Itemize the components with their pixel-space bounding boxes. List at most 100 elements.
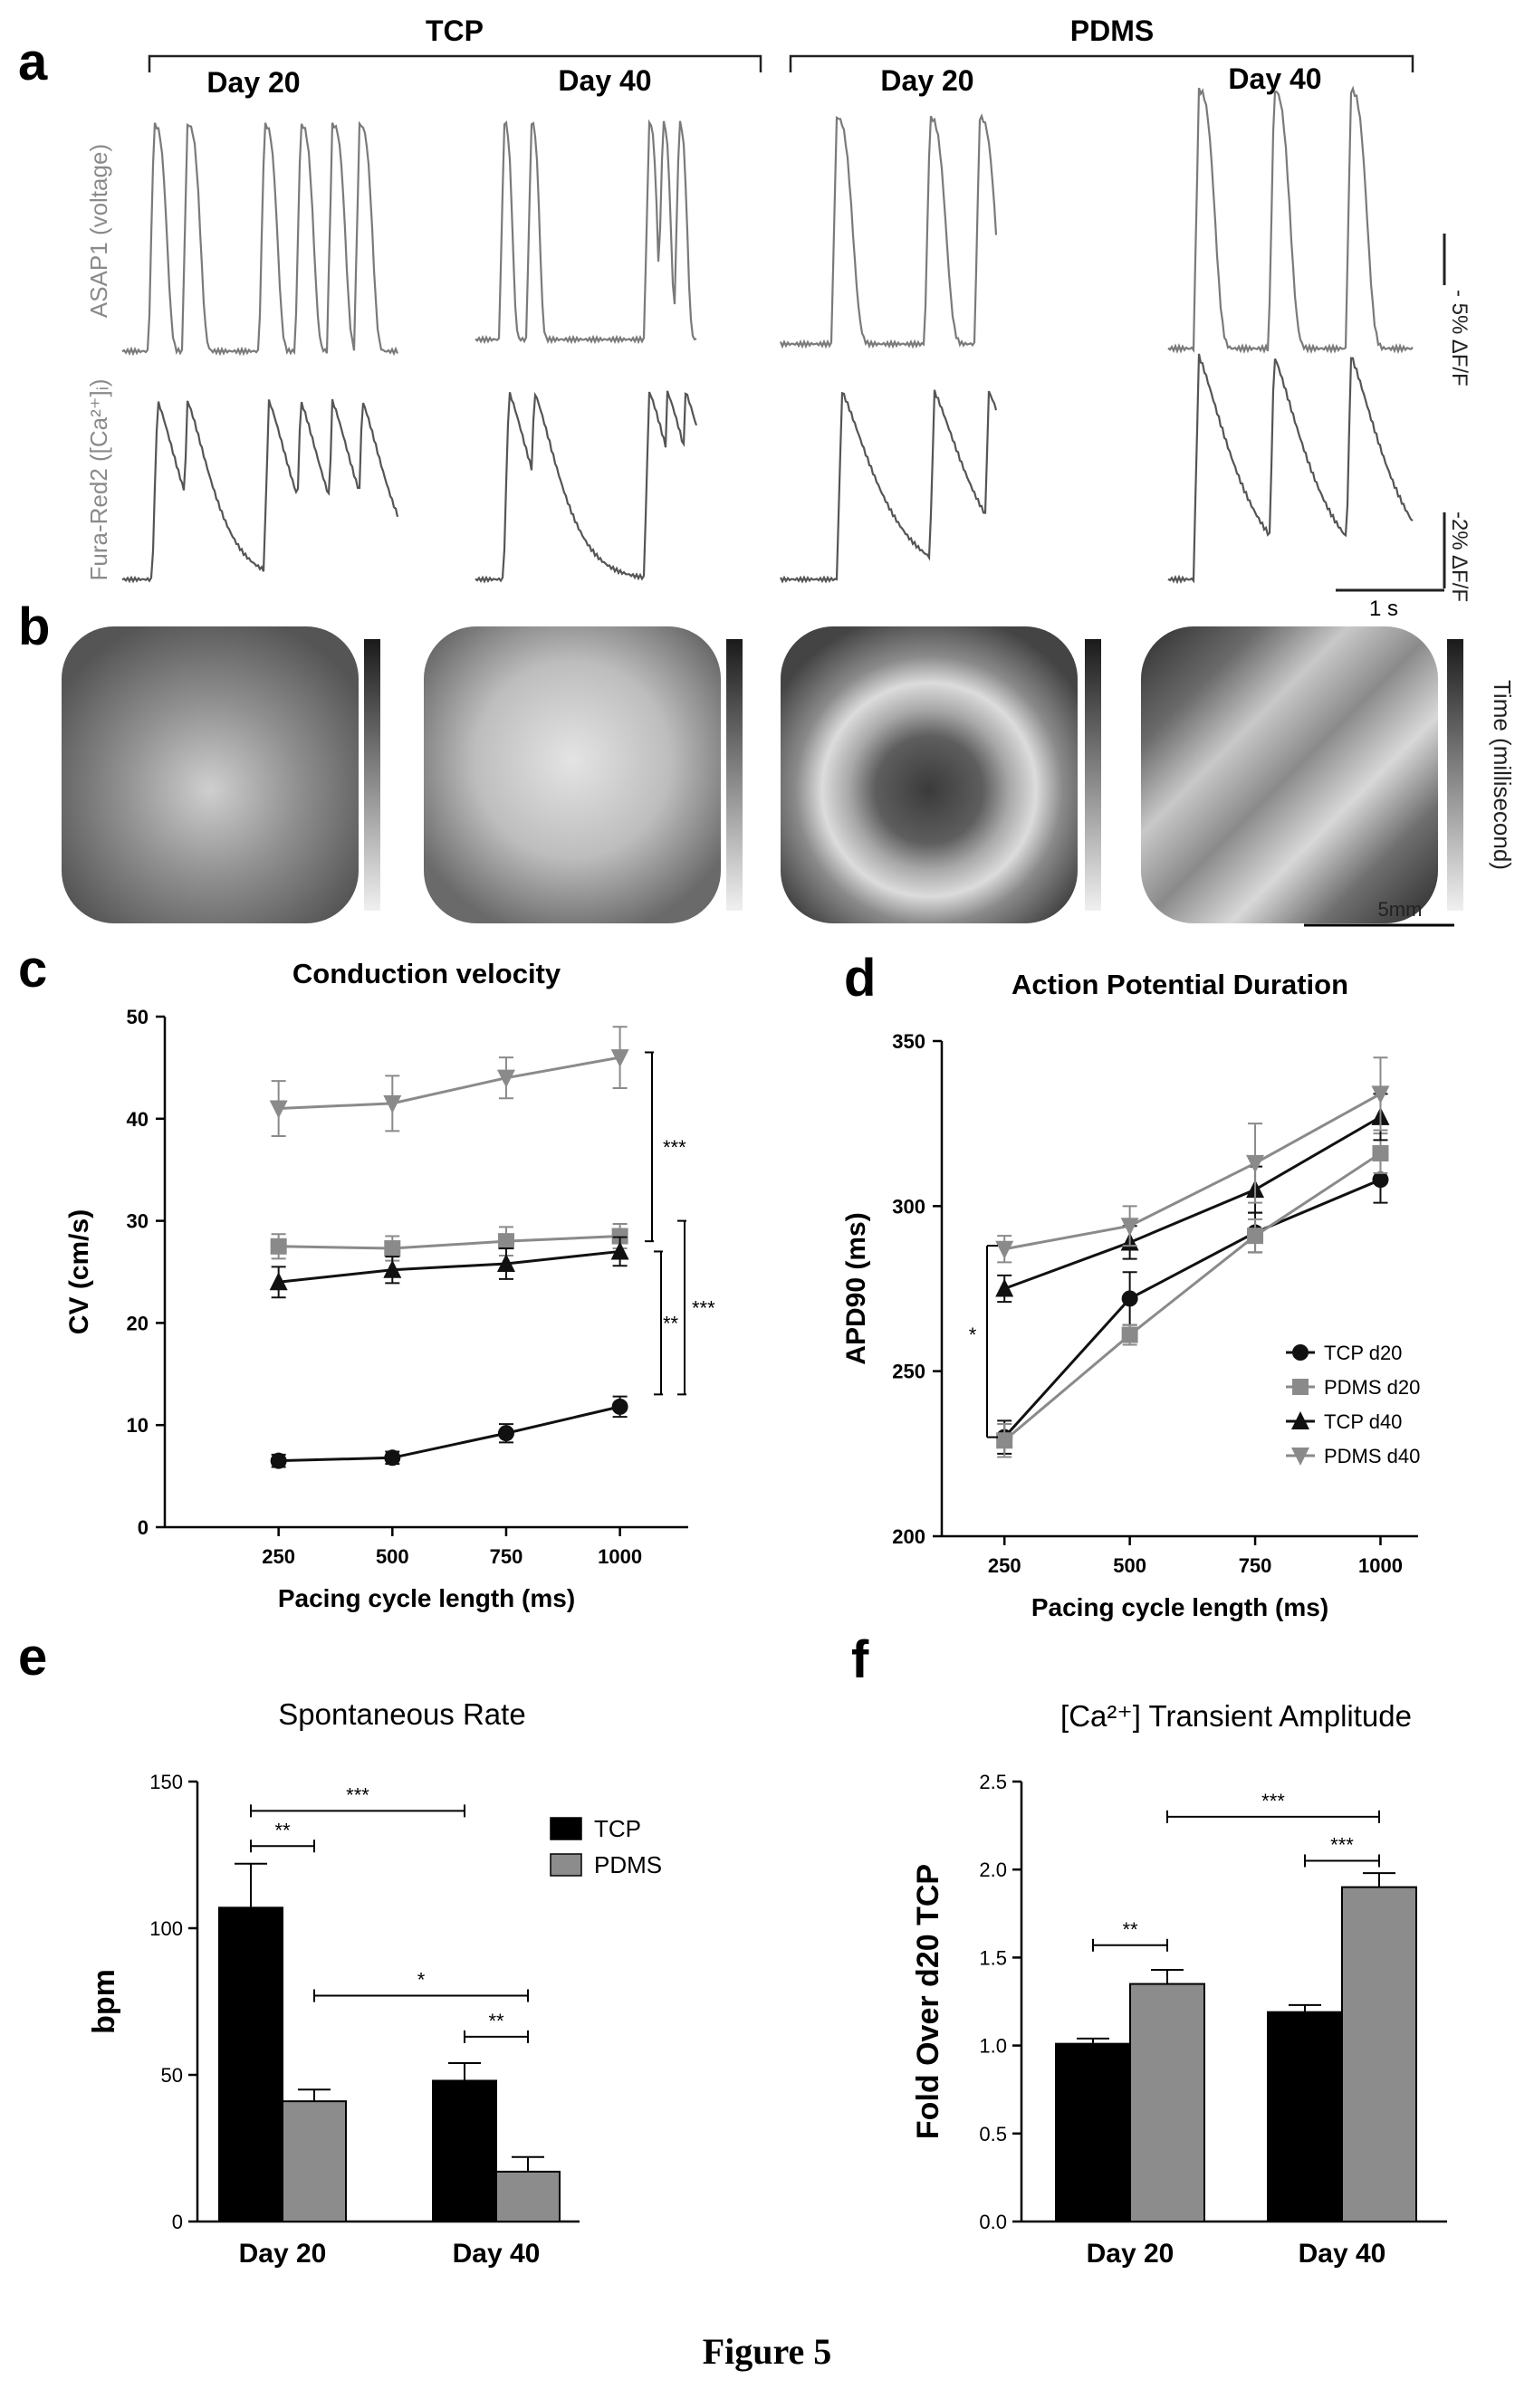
data-point [383,1259,402,1278]
bar-tcp-day20 [218,1906,283,2223]
voltage-trace-pdms-d20 [779,113,998,349]
activation-map-tcp-d40 [424,626,721,923]
x-tick-label: Day 20 [1087,2239,1174,2269]
bar-pdms-day40 [1341,1886,1417,2222]
x-tick-label: 750 [490,1545,523,1568]
y-axis-label: Fold Over d20 TCP [911,1864,945,2139]
data-point [269,1100,288,1119]
legend-marker [1292,1344,1309,1361]
series-line-2 [278,1249,620,1284]
x-tick-label: 500 [376,1545,409,1568]
colorbar-1 [364,639,380,911]
calcium-trace-pdms-d20 [780,389,998,584]
y-tick-label: 200 [892,1525,925,1548]
traces [121,85,1414,585]
data-point [611,1398,628,1415]
panel-letter-d: d [844,949,876,1008]
chart-title: Spontaneous Rate [278,1697,525,1731]
calcium-trace-tcp-d20 [121,398,399,584]
legend-label: PDMS d20 [1324,1376,1420,1399]
data-point [1246,1154,1265,1173]
bar-tcp-day40 [432,2079,497,2222]
series-line-0 [278,1405,620,1463]
figure-caption: Figure 5 [703,2331,832,2372]
chart-title: Conduction velocity [292,958,561,989]
tcp-bracket [148,54,762,72]
voltage-trace-pdms-d40 [1167,85,1414,355]
y-tick-label: 40 [127,1108,149,1131]
data-point [611,1228,628,1245]
data-point [384,1240,401,1257]
data-point [1121,1326,1138,1343]
colorbar-label: Time (millisecond) [1489,680,1516,870]
y-tick-label: 50 [161,2064,183,2087]
y-tick-label: 0.5 [979,2123,1007,2145]
bar-tcp-day40 [1267,2011,1343,2223]
y-axis-label: bpm [87,1969,121,2034]
legend-marker [1291,1448,1309,1466]
y-tick-label: 10 [127,1414,149,1437]
legend-label: TCP d40 [1324,1410,1402,1433]
significance-label: * [417,1969,426,1992]
x-tick-label: 1000 [1358,1554,1403,1577]
bar-tcp-day20 [1055,2042,1131,2222]
data-point [610,1241,629,1260]
data-point [269,1272,288,1291]
series-line-3 [278,1056,620,1111]
series-line-2 [1003,1115,1382,1290]
significance-label: *** [692,1296,715,1319]
y-tick-label: 0 [172,2211,183,2233]
data-point [496,1253,515,1272]
y-tick-label: 50 [127,1006,149,1028]
calcium-trace-pdms-d40 [1167,353,1414,585]
activation-map-pdms-d40 [1141,626,1438,923]
y-tick-label: 1.5 [979,1946,1007,1969]
data-point [1121,1290,1138,1307]
chart-title: [Ca²⁺] Transient Amplitude [1060,1699,1412,1733]
legend-swatch [550,1817,582,1840]
x-tick-label: 500 [1113,1554,1146,1577]
panel-letter-e: e [18,1628,47,1687]
y-tick-label: 350 [892,1030,925,1053]
panel-d-action-potential-duration: Action Potential Duration 200 250 300 350 250… [841,969,1420,1621]
data-point [1372,1144,1389,1161]
panel-a: TCP PDMS Day 20 Day 40 Day 20 Day 40 ASA… [85,14,1472,621]
day-label-tcp-d20: Day 20 [206,66,300,99]
y-axis-label: CV (cm/s) [64,1209,94,1334]
y-axis-label: APD90 (ms) [841,1212,871,1364]
legend-label: PDMS d40 [1324,1445,1420,1467]
panel-e-spontaneous-rate: Spontaneous Rate 0 50 100 150 bpm Day 20 Day 40… [87,1697,662,2269]
y-tick-label: 0 [138,1516,149,1539]
panel-c-conduction-velocity: Conduction velocity 0 10 20 30 40 50 250 500 750 1… [64,958,715,1612]
y-tick-label: 30 [127,1210,149,1233]
x-tick-label: Day 40 [1299,2239,1386,2269]
map-scale-label: 5mm [1378,898,1423,921]
legend-marker [1292,1379,1309,1395]
significance-label: * [969,1323,977,1346]
voltage-trace-tcp-d20 [121,120,399,357]
significance-label: ** [274,1819,291,1841]
x-axis-label: Pacing cycle length (ms) [1031,1593,1328,1621]
colorbar-4 [1447,639,1463,911]
data-point [1372,1171,1389,1189]
panel-letter-b: b [18,597,50,656]
y-tick-label: 300 [892,1195,925,1218]
scale-label-calcium: -2% ΔF/F [1447,511,1472,602]
series-line-1 [278,1235,620,1250]
day-label-tcp-d40: Day 40 [558,64,651,97]
x-tick-label: 250 [262,1545,295,1568]
legend-marker [1291,1411,1309,1429]
x-tick-label: 250 [988,1554,1021,1577]
significance-label: *** [663,1136,686,1159]
data-point [497,1233,514,1250]
activation-map-pdms-d20 [781,626,1078,923]
data-point [995,1240,1014,1259]
bar-pdms-day20 [1129,1983,1205,2223]
scale-label-voltage: - 5% ΔF/F [1447,290,1472,387]
panel-letter-c: c [18,940,47,999]
y-tick-label: 1.0 [979,2035,1007,2058]
y-tick-label: 100 [149,1917,183,1940]
x-tick-label: Day 20 [239,2239,327,2269]
significance-label: *** [1261,1790,1285,1812]
